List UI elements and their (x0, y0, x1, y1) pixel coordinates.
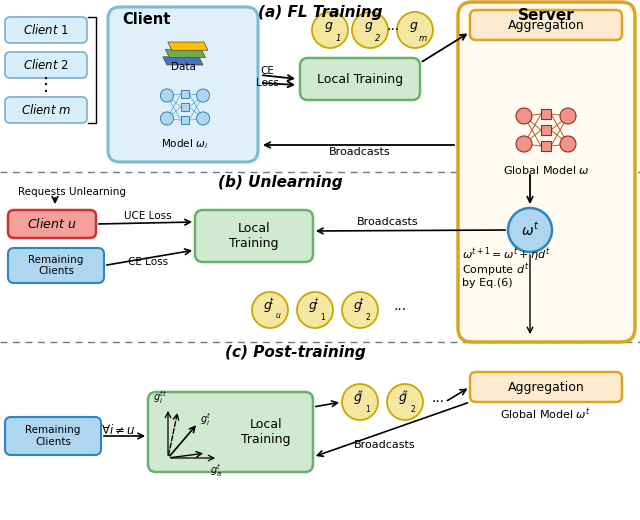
Text: ···: ··· (394, 303, 406, 317)
Text: Broadcasts: Broadcasts (354, 440, 416, 450)
Text: $\omega^{t+1} = \omega^t + \eta d^t$: $\omega^{t+1} = \omega^t + \eta d^t$ (462, 246, 550, 264)
FancyBboxPatch shape (470, 372, 622, 402)
Circle shape (161, 89, 173, 102)
Text: 2: 2 (376, 34, 381, 43)
FancyBboxPatch shape (8, 210, 96, 238)
FancyBboxPatch shape (5, 417, 101, 455)
Circle shape (397, 12, 433, 48)
Text: $2$: $2$ (365, 310, 371, 321)
Text: $u$: $u$ (275, 311, 281, 320)
Text: CE Loss: CE Loss (128, 257, 168, 267)
Text: by Eq.(6): by Eq.(6) (462, 278, 513, 288)
Circle shape (297, 292, 333, 328)
Text: Global Model $\omega$: Global Model $\omega$ (502, 164, 589, 176)
Circle shape (516, 108, 532, 124)
Text: Broadcasts: Broadcasts (329, 147, 391, 157)
Text: $\omega^t$: $\omega^t$ (521, 221, 539, 239)
Circle shape (196, 89, 210, 102)
FancyBboxPatch shape (300, 58, 420, 100)
Bar (541, 141, 551, 151)
Circle shape (161, 112, 173, 125)
Text: $tt$: $tt$ (403, 388, 410, 396)
Circle shape (352, 12, 388, 48)
Text: Aggregation: Aggregation (508, 19, 584, 32)
Text: ···: ··· (387, 23, 399, 37)
Text: (c) Post-training: (c) Post-training (225, 345, 365, 359)
Text: $t$: $t$ (269, 295, 275, 306)
Polygon shape (168, 42, 208, 50)
Text: $t$: $t$ (314, 295, 319, 306)
Text: $\forall i \neq u$: $\forall i \neq u$ (100, 423, 135, 437)
Circle shape (560, 136, 576, 152)
Text: $g$: $g$ (364, 20, 374, 34)
Text: Client $2$: Client $2$ (23, 58, 69, 72)
Text: Remaining
Clients: Remaining Clients (28, 255, 84, 276)
Text: Client: Client (122, 11, 170, 27)
Text: $t$: $t$ (360, 295, 365, 306)
FancyBboxPatch shape (5, 97, 87, 123)
Text: $g_a^t$: $g_a^t$ (210, 462, 222, 479)
Text: $g$: $g$ (398, 392, 408, 406)
Text: Client $u$: Client $u$ (28, 217, 77, 231)
Text: Compute $d^t$: Compute $d^t$ (462, 261, 529, 279)
Text: Broadcasts: Broadcasts (357, 217, 419, 227)
Text: (a) FL Training: (a) FL Training (258, 5, 382, 20)
FancyBboxPatch shape (148, 392, 313, 472)
Polygon shape (165, 49, 205, 58)
Bar (181, 90, 189, 98)
Text: m: m (419, 34, 427, 43)
Circle shape (387, 384, 423, 420)
FancyBboxPatch shape (470, 10, 622, 40)
Text: $g$: $g$ (308, 300, 317, 314)
Text: 1: 1 (335, 34, 340, 43)
Text: $g$: $g$ (353, 300, 363, 314)
Bar (541, 109, 551, 119)
Bar (541, 125, 551, 135)
Text: Server: Server (518, 7, 575, 22)
Text: Global Model $\omega^t$: Global Model $\omega^t$ (500, 406, 591, 422)
Text: ···: ··· (431, 395, 445, 409)
Circle shape (312, 12, 348, 48)
Circle shape (196, 112, 210, 125)
FancyBboxPatch shape (5, 17, 87, 43)
Text: Requests Unlearning: Requests Unlearning (18, 187, 126, 197)
Circle shape (342, 384, 378, 420)
Text: Local Training: Local Training (317, 72, 403, 85)
Text: Remaining
Clients: Remaining Clients (26, 425, 81, 447)
Circle shape (560, 108, 576, 124)
Text: $1$: $1$ (320, 310, 326, 321)
Text: $g$: $g$ (263, 300, 273, 314)
Text: CE
Loss: CE Loss (255, 66, 278, 88)
FancyBboxPatch shape (108, 7, 258, 162)
Text: $2$: $2$ (410, 404, 416, 414)
Circle shape (252, 292, 288, 328)
Text: Model $\omega_i$: Model $\omega_i$ (161, 137, 209, 151)
Text: UCE Loss: UCE Loss (124, 211, 172, 221)
Text: (b) Unlearning: (b) Unlearning (218, 175, 342, 189)
Text: $g$: $g$ (353, 392, 363, 406)
Text: ⋮: ⋮ (37, 76, 55, 94)
Bar (181, 103, 189, 111)
FancyBboxPatch shape (5, 52, 87, 78)
Circle shape (508, 208, 552, 252)
Circle shape (342, 292, 378, 328)
Text: $g$: $g$ (409, 20, 419, 34)
Text: $g$: $g$ (324, 20, 333, 34)
Text: $1$: $1$ (365, 404, 371, 414)
Text: Aggregation: Aggregation (508, 381, 584, 394)
Text: $g_i^{tt}$: $g_i^{tt}$ (153, 389, 167, 406)
Circle shape (516, 136, 532, 152)
Text: Data: Data (171, 62, 195, 72)
Text: $g_i^t$: $g_i^t$ (200, 412, 212, 428)
Text: Client $m$: Client $m$ (21, 103, 71, 117)
FancyBboxPatch shape (8, 248, 104, 283)
Polygon shape (163, 57, 203, 65)
Bar (181, 116, 189, 124)
FancyBboxPatch shape (458, 2, 635, 342)
Text: $tt$: $tt$ (358, 388, 365, 396)
Text: Client $1$: Client $1$ (23, 23, 69, 37)
Text: Local
Training: Local Training (229, 222, 279, 250)
FancyBboxPatch shape (195, 210, 313, 262)
Text: Local
Training: Local Training (241, 418, 291, 446)
